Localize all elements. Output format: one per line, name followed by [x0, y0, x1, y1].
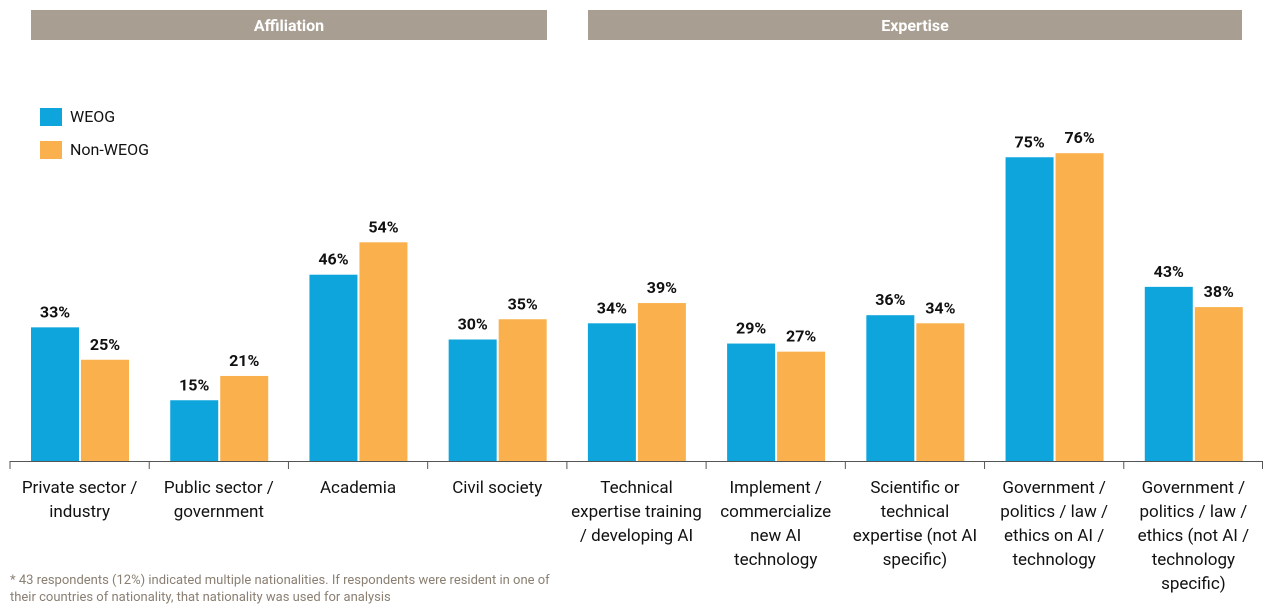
bar: [777, 351, 826, 461]
x-tick-label: Implement / commercialize new AI technol…: [720, 478, 832, 570]
footnote: * 43 respondents (12%) indicated multipl…: [10, 573, 550, 605]
value-label: 76%: [1064, 128, 1094, 147]
group-header: Expertise: [588, 10, 1242, 40]
bar: [220, 375, 269, 461]
value-label: 46%: [318, 250, 348, 269]
value-label: 34%: [597, 298, 627, 317]
bar: [916, 323, 965, 461]
value-label: 36%: [875, 290, 905, 309]
x-tick-label: Technical expertise training / developin…: [571, 478, 702, 546]
bar: [866, 315, 915, 461]
value-label: 25%: [90, 335, 120, 354]
bar: [587, 323, 636, 461]
x-tick-label: Public sector / government: [163, 478, 274, 522]
legend-swatch: [40, 141, 62, 159]
x-tick-label: Government / politics / law / ethics on …: [1000, 478, 1109, 570]
bar: [498, 319, 547, 461]
legend-label: WEOG: [70, 107, 116, 126]
bar: [1005, 157, 1054, 461]
value-label: 43%: [1154, 262, 1184, 281]
value-label: 54%: [368, 217, 398, 236]
x-tick-label: Scientific or technical expertise (not A…: [852, 478, 978, 570]
value-label: 29%: [736, 319, 766, 338]
value-label: 35%: [508, 294, 538, 313]
group-header: Affiliation: [31, 10, 547, 40]
value-label: 15%: [179, 375, 209, 394]
legend-label: Non-WEOG: [70, 140, 149, 159]
x-tick-label: Private sector / industry: [21, 478, 138, 522]
bar: [170, 400, 219, 461]
bar: [1144, 286, 1193, 461]
value-label: 39%: [647, 278, 677, 297]
bar: [309, 274, 358, 461]
legend-swatch: [40, 108, 62, 126]
x-tick-label: Government / politics / law / ethics (no…: [1137, 478, 1250, 594]
bar: [1194, 307, 1243, 461]
bar: [448, 339, 497, 461]
value-label: 38%: [1204, 282, 1234, 301]
x-tick-label: Academia: [319, 478, 397, 498]
bar: [727, 343, 776, 461]
x-tick-label: Civil society: [452, 478, 543, 498]
bar: [1055, 153, 1104, 461]
bar: [31, 327, 79, 461]
bar: [637, 303, 686, 461]
bar: [81, 359, 129, 461]
value-label: 33%: [40, 302, 70, 321]
value-label: 27%: [786, 327, 816, 346]
value-label: 75%: [1014, 132, 1044, 151]
value-label: 30%: [458, 315, 488, 334]
value-label: 34%: [925, 298, 955, 317]
bar: [359, 242, 408, 461]
value-label: 21%: [229, 351, 259, 370]
